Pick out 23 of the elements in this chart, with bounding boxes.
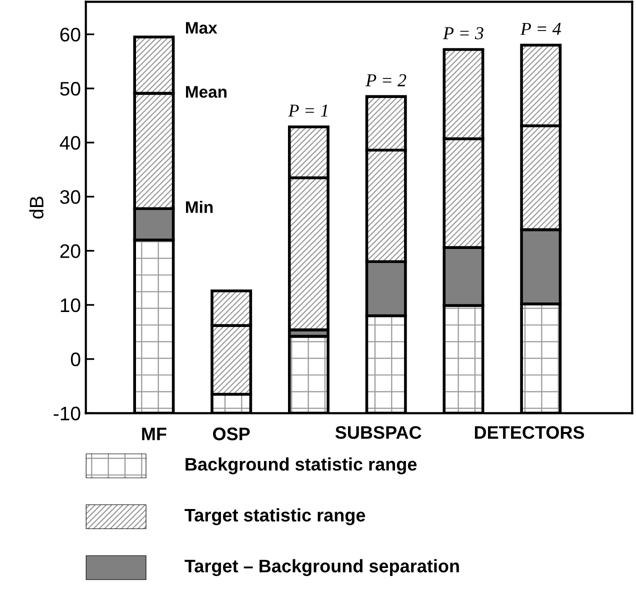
y-tick-label: 40 [60, 136, 80, 150]
annotation: Mean [186, 86, 226, 98]
annotation: Min [186, 200, 213, 213]
y-tick-label: 10 [60, 298, 80, 312]
annotation: P = 3 [442, 27, 484, 40]
y-tick-label: 20 [60, 244, 80, 258]
annotation: P = 4 [520, 22, 561, 35]
y-axis-title: dB [29, 196, 44, 219]
annotation: P = 1 [288, 104, 328, 117]
legend-label: Background statistic range [186, 457, 417, 474]
annotation: P = 2 [366, 74, 406, 86]
y-tick-label: 50 [60, 82, 80, 96]
y-tick-label: 60 [60, 28, 80, 42]
y-tick-label: 30 [60, 190, 80, 204]
legend-label: Target statistic range [184, 508, 366, 526]
text: SUBSPAC [335, 426, 422, 439]
annotation: Max [186, 22, 218, 34]
x-tick-label: MF [142, 428, 166, 440]
text: DETECTORS [474, 426, 584, 439]
legend-label: Target – Background separation [184, 559, 459, 576]
y-tick-label: -10 [54, 406, 80, 420]
y-tick-label: 0 [70, 352, 80, 366]
x-tick-label: OSP [213, 428, 250, 440]
